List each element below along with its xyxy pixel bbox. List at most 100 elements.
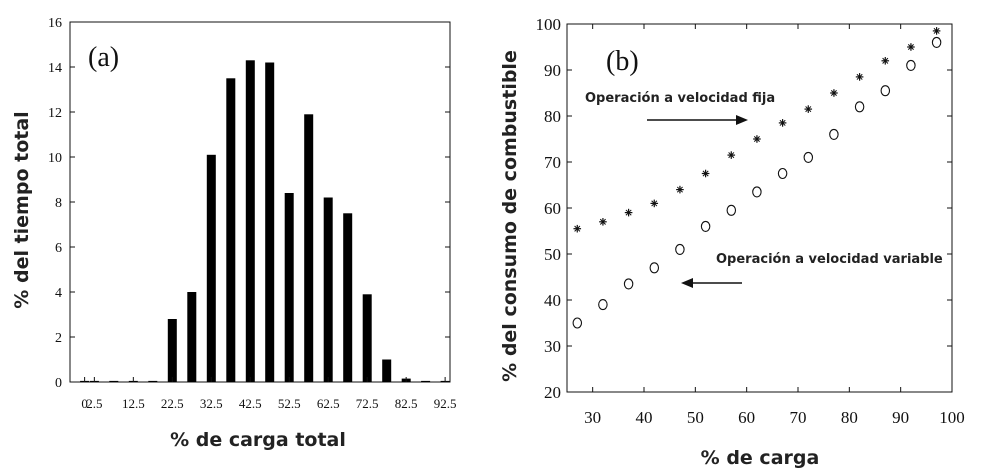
- point-fixed-52: [701, 169, 710, 178]
- x-tick-label: 70: [790, 408, 807, 427]
- bar-42.5: [245, 60, 255, 383]
- point-variable-82: [854, 101, 865, 113]
- x-tick-label: 72.5: [356, 396, 379, 411]
- bar-17.5: [148, 380, 158, 382]
- point-fixed-57: [727, 151, 736, 159]
- x-tick-label: 12.5: [122, 396, 145, 411]
- y-tick-label: 16: [48, 16, 62, 31]
- bar-52.5: [284, 193, 294, 382]
- x-tick-label: 2.5: [86, 396, 102, 411]
- point-fixed-72: [804, 105, 813, 113]
- point-fixed-87: [881, 57, 890, 65]
- panel-a-bars: [80, 60, 450, 383]
- annotation-fixed-speed-arrow: [647, 115, 748, 125]
- y-tick-label: 90: [544, 61, 561, 80]
- bar-37.5: [226, 78, 236, 383]
- y-tick-label: 8: [55, 196, 62, 211]
- bar-87.5: [421, 380, 431, 382]
- x-tick-label: 90: [892, 408, 909, 427]
- bar-62.5: [323, 197, 333, 382]
- bar-72.5: [362, 294, 372, 383]
- y-tick-label: 70: [544, 153, 561, 172]
- y-tick-label: 0: [55, 376, 62, 391]
- point-variable-47: [675, 243, 685, 255]
- y-tick-label: 50: [544, 245, 561, 264]
- panel-a-y-axis-label: % del tiempo total: [11, 111, 33, 308]
- panel-a-x-axis-label: % de carga total: [170, 429, 346, 451]
- x-tick-label: 32.5: [200, 396, 223, 411]
- x-tick-label: 52.5: [278, 396, 301, 411]
- x-tick-label: 0: [81, 396, 88, 411]
- bar-7.5: [109, 380, 119, 382]
- y-tick-label: 100: [536, 15, 562, 34]
- point-fixed-92: [907, 43, 915, 51]
- panel-a-x-ticks: 02.5 12.5 22.5 32.5 42.5 52.5 62.5 72.5 82.5 92.5: [81, 377, 457, 411]
- point-variable-77: [829, 128, 839, 140]
- point-fixed-67: [778, 119, 787, 127]
- y-tick-label: 10: [48, 151, 62, 166]
- bar-32.5: [206, 154, 216, 383]
- x-tick-label: 80: [841, 408, 858, 427]
- point-variable-52: [700, 220, 711, 232]
- point-variable-92: [906, 59, 916, 71]
- annotation-variable-speed-arrow: [681, 278, 742, 288]
- y-tick-label: 12: [48, 106, 62, 121]
- y-tick-label: 30: [544, 337, 561, 356]
- y-tick-label: 6: [55, 241, 62, 256]
- point-variable-97: [931, 36, 942, 48]
- point-variable-62: [752, 186, 762, 198]
- bar-27.5: [187, 292, 197, 382]
- x-tick-label: 40: [636, 408, 653, 427]
- x-tick-label: 100: [939, 408, 965, 427]
- panel-b-x-axis-label: % de carga: [701, 447, 820, 469]
- point-fixed-32: [599, 218, 607, 226]
- y-tick-label: 60: [544, 199, 561, 218]
- x-tick-label: 62.5: [317, 396, 340, 411]
- point-variable-87: [880, 85, 891, 97]
- x-tick-label: 82.5: [395, 396, 418, 411]
- point-fixed-77: [830, 89, 838, 97]
- point-variable-72: [803, 151, 814, 163]
- point-variable-37: [623, 278, 634, 290]
- point-fixed-37: [624, 208, 633, 217]
- point-variable-27: [572, 317, 583, 329]
- point-variable-42: [649, 262, 660, 274]
- panel-a-label: (a): [88, 42, 119, 73]
- panel-b-y-ticks: 20 30 40 50 60 70 80 90 100: [536, 15, 952, 402]
- point-variable-67: [777, 167, 788, 180]
- y-tick-label: 4: [55, 286, 62, 301]
- point-fixed-47: [676, 185, 684, 194]
- point-variable-32: [598, 299, 608, 311]
- y-tick-label: 20: [544, 383, 561, 402]
- x-tick-label: 92.5: [434, 396, 457, 411]
- bar-47.5: [265, 62, 275, 382]
- panel-b-scatter: 20 30 40 50 60 70 80 90 100 30 40 50 60 70 80 90 100 (b…: [499, 15, 965, 469]
- bar-57.5: [304, 114, 314, 383]
- bar-67.5: [343, 213, 353, 383]
- point-fixed-97: [932, 27, 941, 35]
- y-tick-label: 40: [544, 291, 561, 310]
- annotation-fixed-speed: Operación a velocidad fija: [585, 91, 775, 106]
- x-tick-label: 30: [584, 408, 601, 427]
- y-tick-label: 2: [55, 331, 62, 346]
- x-tick-label: 50: [687, 408, 704, 427]
- point-variable-57: [726, 204, 737, 216]
- x-tick-label: 60: [738, 408, 755, 427]
- x-tick-label: 22.5: [161, 396, 184, 411]
- point-fixed-42: [650, 199, 659, 208]
- panel-b-x-ticks: 30 40 50 60 70 80 90 100: [584, 24, 965, 427]
- bar-22.5: [167, 319, 177, 382]
- panel-a-plot-frame: [69, 21, 451, 383]
- panel-b-plot-frame: [566, 23, 953, 393]
- annotation-variable-speed: Operación a velocidad variable: [716, 252, 943, 267]
- panel-b-y-axis-label: % del consumo de combustible: [499, 50, 521, 382]
- x-tick-label: 42.5: [239, 396, 262, 411]
- point-fixed-27: [573, 224, 582, 233]
- panel-a-y-ticks: 0 2 4 6 8 10 12 14 16: [48, 16, 450, 391]
- y-tick-label: 80: [544, 107, 561, 126]
- panel-b-label: (b): [606, 46, 639, 77]
- y-tick-label: 14: [48, 61, 62, 76]
- bar-77.5: [382, 359, 392, 382]
